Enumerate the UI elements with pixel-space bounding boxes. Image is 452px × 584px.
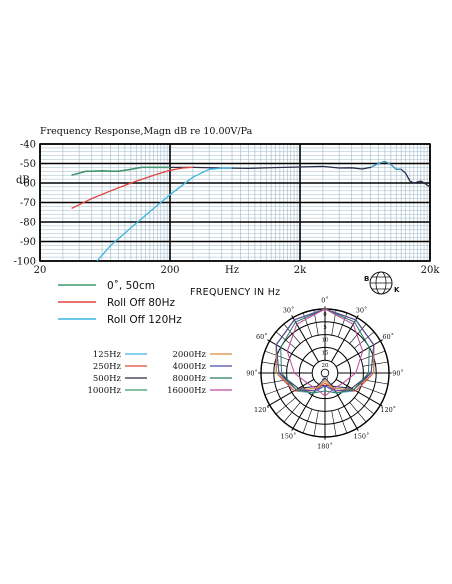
polar-angle-label: 90˚ [246, 369, 258, 378]
polar-angle-label: 120˚ [254, 405, 270, 414]
y-axis-label: dB [16, 175, 30, 186]
legend-label: 0˚, 50cm [107, 280, 155, 292]
polar-spoke [337, 408, 348, 434]
series-line [71, 166, 193, 209]
polar-radial-label: 0 [323, 312, 327, 318]
polar-legend-label: 1000Hz [87, 386, 121, 396]
polar-spoke [360, 385, 386, 396]
x-tick-labels: 20 200 Hz 2k 20k [34, 265, 441, 276]
polar-angle-label: 60˚ [382, 332, 394, 341]
polar-series-line [286, 308, 364, 397]
polar-spoke [354, 331, 375, 349]
polar-spoke [302, 408, 313, 434]
polar-angle-label: 90˚ [392, 369, 404, 378]
polar-spoke [267, 378, 315, 407]
polar-legend: 125Hz 250Hz 500Hz 1000Hz 2000Hz 4000Hz 8000Hz 1… [87, 350, 232, 396]
logo-letter-b: B [364, 275, 369, 283]
series-lines [71, 160, 431, 262]
x-tick-label: 2k [294, 265, 307, 276]
polar-radial-label: 5 [323, 325, 327, 331]
frequency-response-chart: Frequency Response,Magn dB re 10.00V/Pa … [14, 126, 441, 326]
polar-spoke [264, 385, 290, 396]
polar-pattern-chart: 0˚ 30˚ 60˚ 90˚ 120˚ 150˚ 180˚ 150˚ 120˚ 90˚ 60˚ 30˚… [246, 296, 404, 451]
polar-spoke [313, 410, 319, 437]
logo-letter-k: K [394, 286, 400, 294]
polar-angle-label: 120˚ [380, 405, 396, 414]
polar-series-line [280, 308, 370, 394]
polar-spoke [335, 339, 383, 368]
polar-angle-label: 30˚ [356, 305, 368, 314]
y-tick-labels: -40 -50 -60 -70 -80 -90 -100 [14, 140, 36, 268]
polar-legend-label: 125Hz [93, 350, 122, 360]
polar-legend-label: 4000Hz [172, 362, 206, 372]
legend-label: Roll Off 120Hz [107, 314, 182, 326]
polar-legend-label: 500Hz [93, 374, 122, 384]
y-tick-label: -90 [20, 237, 36, 248]
polar-radial-label: 20 [322, 363, 329, 369]
polar-spoke [261, 379, 288, 385]
polar-spoke [330, 383, 359, 431]
polar-angle-labels: 0˚ 30˚ 60˚ 90˚ 120˚ 150˚ 180˚ 150˚ 120˚ 90˚ 60˚ 30˚ [246, 296, 404, 451]
polar-spoke [335, 378, 383, 407]
chart-title: Frequency Response,Magn dB re 10.00V/Pa [40, 126, 253, 137]
polar-legend-label: 2000Hz [172, 350, 206, 360]
polar-spoke [362, 361, 389, 367]
polar-spoke [291, 315, 320, 363]
polar-spoke [291, 383, 320, 431]
polar-angle-label: 30˚ [283, 305, 295, 314]
polar-spoke [283, 402, 301, 423]
polar-spoke [302, 312, 313, 338]
y-tick-label: -70 [20, 198, 36, 209]
y-tick-label: -40 [20, 140, 36, 151]
polar-spoke [261, 361, 288, 367]
polar-angle-label: 180˚ [317, 442, 333, 451]
polar-angle-label: 150˚ [354, 432, 370, 441]
polar-ring-inner [320, 368, 330, 378]
series-line [96, 167, 233, 262]
polar-spoke [330, 315, 359, 363]
x-axis-label: FREQUENCY IN Hz [190, 287, 280, 298]
polar-legend-label: 8000Hz [172, 374, 206, 384]
series-line-lowband [71, 166, 170, 176]
series-line-peak [370, 161, 402, 170]
y-tick-label: -80 [20, 218, 36, 229]
polar-spoke [362, 379, 389, 385]
plot-frame [39, 143, 431, 262]
y-tick-label: -100 [14, 257, 36, 268]
polar-legend-label: 16000Hz [167, 386, 206, 396]
x-tick-label: Hz [225, 265, 239, 276]
x-tick-label: 200 [160, 265, 179, 276]
polar-spoke [349, 323, 367, 344]
polar-spoke [267, 339, 315, 368]
polar-spoke [349, 402, 367, 423]
polar-spoke [354, 397, 375, 415]
polar-radial-label: 15 [322, 350, 329, 356]
polar-spoke [283, 323, 301, 344]
polar-series-line [275, 308, 375, 392]
x-tick-label: 20k [421, 265, 441, 276]
y-tick-label: -50 [20, 159, 36, 170]
chart-grid [39, 143, 431, 262]
polar-spoke [275, 397, 296, 415]
polar-spoke [331, 410, 337, 437]
polar-angle-label: 60˚ [256, 332, 268, 341]
y-tick-label: -60 [20, 179, 36, 190]
polar-angle-label: 150˚ [281, 432, 297, 441]
polar-series-lines [275, 308, 375, 397]
bk-logo: B K [364, 271, 400, 295]
polar-spoke [337, 312, 348, 338]
x-tick-label: 20 [34, 265, 47, 276]
polar-legend-label: 250Hz [93, 362, 122, 372]
chart-legend: 0˚, 50cm Roll Off 80Hz Roll Off 120Hz [58, 280, 182, 326]
polar-radial-label: 10 [322, 338, 329, 344]
polar-spoke [275, 331, 296, 349]
legend-label: Roll Off 80Hz [107, 297, 176, 309]
polar-angle-label: 0˚ [321, 296, 328, 305]
